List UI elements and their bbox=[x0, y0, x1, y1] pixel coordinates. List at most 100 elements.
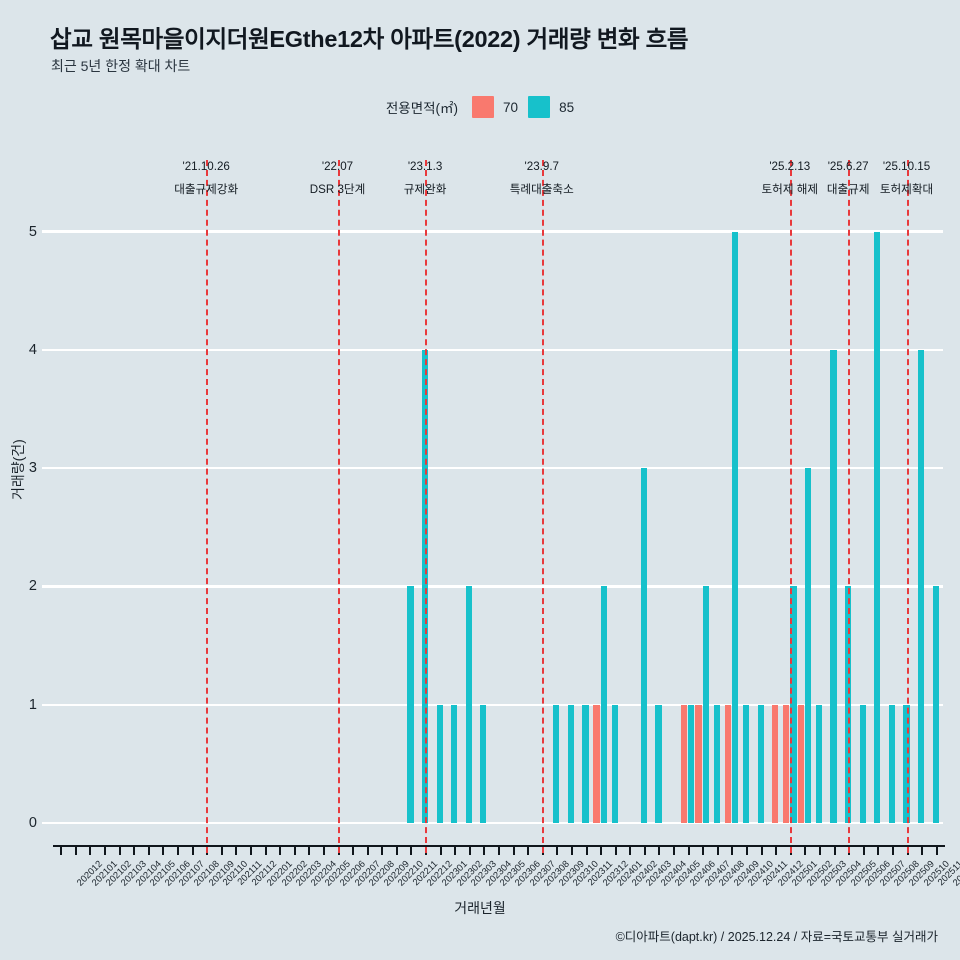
x-tick-mark bbox=[60, 845, 63, 855]
bar-202502-85[interactable] bbox=[790, 586, 797, 823]
bar-202301-85[interactable] bbox=[421, 349, 429, 823]
x-tick-mark bbox=[921, 845, 924, 855]
event-line-202207 bbox=[337, 160, 340, 853]
x-tick-mark bbox=[133, 845, 136, 855]
event-line-202110 bbox=[206, 160, 209, 853]
legend: 전용면적(㎡) 70 85 bbox=[0, 96, 960, 118]
footer-credit: ©디아파트(dapt.kr) / 2025.12.24 / 자료=국토교통부 실… bbox=[615, 930, 938, 944]
x-tick-mark bbox=[293, 845, 296, 855]
bar-202303-85[interactable] bbox=[451, 704, 458, 823]
bar-202408-85[interactable] bbox=[702, 586, 710, 823]
bar-202412-85[interactable] bbox=[757, 704, 764, 823]
x-tick-mark bbox=[891, 845, 894, 855]
bar-202311-85[interactable] bbox=[567, 704, 575, 823]
event-line-202510 bbox=[906, 160, 909, 853]
bar-202512-85[interactable] bbox=[932, 586, 939, 823]
x-tick-mark bbox=[731, 845, 734, 855]
bar-202408-70[interactable] bbox=[695, 704, 702, 823]
x-tick-mark bbox=[512, 845, 515, 855]
y-tick-label: 3 bbox=[28, 460, 37, 477]
x-tick-mark bbox=[935, 845, 938, 855]
bar-202305-85[interactable] bbox=[480, 704, 487, 823]
x-tick-mark bbox=[804, 845, 807, 855]
x-tick-mark bbox=[439, 845, 442, 855]
event-line-202502 bbox=[789, 160, 792, 853]
bar-202503-70[interactable] bbox=[797, 704, 804, 823]
bar-202212-85[interactable] bbox=[407, 586, 414, 823]
bar-202310-85[interactable] bbox=[553, 704, 560, 823]
bar-202411-85[interactable] bbox=[742, 704, 750, 823]
y-tick-mark bbox=[42, 466, 53, 470]
x-tick-mark bbox=[877, 845, 880, 855]
x-tick-mark bbox=[673, 845, 676, 855]
legend-item-85[interactable]: 85 bbox=[528, 96, 574, 118]
bar-202304-85[interactable] bbox=[465, 586, 472, 823]
y-tick-mark bbox=[42, 585, 53, 588]
x-tick-mark bbox=[585, 845, 588, 855]
event-line-202506 bbox=[848, 160, 851, 853]
legend-item-70[interactable]: 70 bbox=[472, 96, 518, 118]
bar-202410-70[interactable] bbox=[724, 704, 731, 823]
x-tick-mark bbox=[352, 845, 355, 855]
x-tick-mark bbox=[702, 845, 705, 855]
bar-202508-85[interactable] bbox=[874, 231, 881, 823]
x-tick-mark bbox=[104, 845, 107, 855]
bar-202407-85[interactable] bbox=[688, 704, 695, 823]
gridline bbox=[53, 466, 943, 470]
gridline bbox=[53, 348, 943, 352]
bar-202405-85[interactable] bbox=[655, 704, 662, 823]
bar-202511-85[interactable] bbox=[918, 349, 925, 823]
x-tick-mark bbox=[235, 845, 238, 855]
bar-202401-85[interactable] bbox=[600, 586, 607, 823]
x-tick-mark bbox=[687, 845, 690, 855]
x-tick-mark bbox=[600, 845, 603, 855]
bar-202509-85[interactable] bbox=[888, 704, 896, 823]
bar-202504-85[interactable] bbox=[815, 704, 823, 823]
bar-202401-70[interactable] bbox=[593, 704, 600, 823]
bar-202312-85[interactable] bbox=[582, 704, 589, 823]
bar-202501-70[interactable] bbox=[772, 704, 779, 823]
x-tick-mark bbox=[249, 845, 252, 855]
x-tick-mark bbox=[366, 845, 369, 855]
event-text-202309: 특례대출축소 bbox=[509, 183, 574, 196]
event-text-202506: 대출규제 bbox=[826, 183, 870, 196]
legend-swatch-70 bbox=[472, 96, 495, 118]
x-tick-mark bbox=[629, 845, 632, 855]
legend-label-85: 85 bbox=[559, 99, 575, 115]
y-tick-label: 5 bbox=[28, 223, 37, 240]
x-axis-label: 거래년월 bbox=[454, 900, 506, 916]
event-date-202510: '25.10.15 bbox=[882, 160, 931, 173]
event-text-202502: 토허제 해제 bbox=[761, 183, 819, 196]
x-tick-mark bbox=[833, 845, 836, 855]
event-date-202301: '23.1.3 bbox=[407, 160, 443, 173]
bar-202409-85[interactable] bbox=[713, 704, 720, 823]
bar-202410-85[interactable] bbox=[732, 231, 739, 823]
x-tick-mark bbox=[818, 845, 821, 855]
page-title: 삽교 원목마을이지더원EGthe12차 아파트(2022) 거래량 변화 흐름 bbox=[50, 26, 689, 52]
bar-202502-70[interactable] bbox=[783, 704, 790, 823]
gridline bbox=[53, 585, 943, 588]
x-tick-mark bbox=[570, 845, 573, 855]
bar-202505-85[interactable] bbox=[830, 349, 837, 823]
event-date-202506: '25.6.27 bbox=[827, 160, 869, 173]
gridline bbox=[53, 821, 943, 825]
event-date-202110: '21.10.26 bbox=[182, 160, 230, 173]
y-tick-label: 1 bbox=[28, 696, 37, 713]
bar-202507-85[interactable] bbox=[859, 704, 866, 823]
x-tick-mark bbox=[775, 845, 778, 855]
bar-202407-70[interactable] bbox=[680, 704, 688, 823]
legend-label-70: 70 bbox=[503, 99, 519, 115]
bar-202302-85[interactable] bbox=[436, 704, 443, 823]
event-line-202309 bbox=[541, 160, 544, 853]
bar-202503-85[interactable] bbox=[804, 468, 812, 823]
x-tick-mark bbox=[468, 845, 471, 855]
x-tick-mark bbox=[716, 845, 719, 855]
y-tick-mark bbox=[42, 230, 53, 233]
bar-202404-85[interactable] bbox=[640, 468, 647, 823]
bar-202402-85[interactable] bbox=[611, 704, 618, 823]
x-tick-mark bbox=[395, 845, 398, 855]
event-text-202301: 규제완화 bbox=[403, 183, 447, 196]
y-tick-mark bbox=[42, 703, 53, 707]
y-tick-mark bbox=[42, 821, 53, 825]
x-tick-mark bbox=[746, 845, 749, 855]
